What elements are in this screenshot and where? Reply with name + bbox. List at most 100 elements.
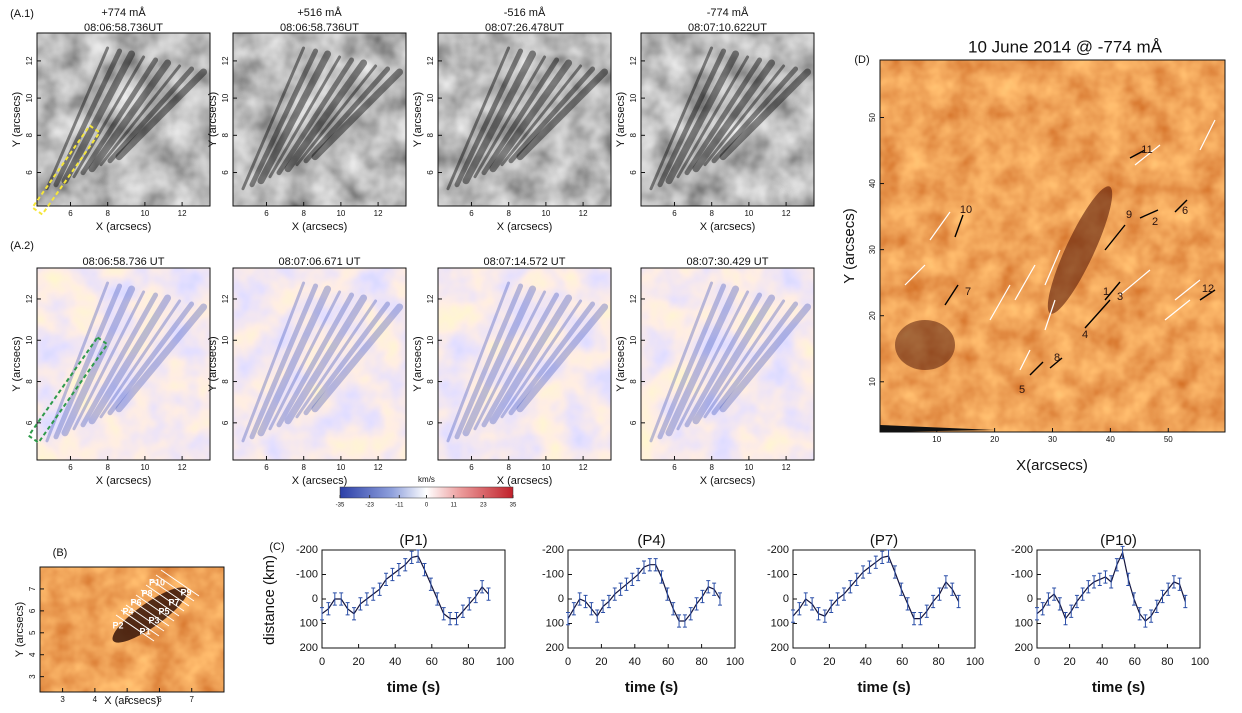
image-gray	[233, 33, 406, 206]
slit-label: P9	[180, 587, 191, 597]
x-tick-label: 8	[709, 463, 714, 472]
streak	[268, 290, 342, 431]
plot-frame	[1036, 549, 1201, 649]
dark-feature	[112, 587, 188, 643]
streak	[99, 64, 182, 167]
y-tick-label: -200	[1011, 544, 1033, 556]
y-tick-label: 6	[221, 170, 230, 175]
streak	[703, 64, 786, 167]
error-bar	[352, 607, 357, 621]
fibril-trace	[1199, 289, 1216, 301]
image-doppler	[37, 268, 210, 460]
slit-label: P3	[148, 615, 159, 625]
error-bar	[886, 549, 891, 563]
error-bar	[659, 570, 664, 584]
error-bar	[390, 567, 395, 582]
colorbar-tick-label: 35	[510, 503, 517, 509]
y-tick-label: 100	[300, 617, 318, 629]
x-tick-label: 12	[178, 463, 187, 472]
fibril-trace	[989, 284, 1011, 321]
slit-label: P10	[149, 577, 165, 587]
y-axis-label: Y (arcsecs)	[615, 336, 627, 391]
streak	[72, 290, 146, 431]
fibril-trace	[944, 284, 959, 306]
x-tick-label: 40	[860, 656, 872, 668]
y-tick-label: 20	[868, 311, 877, 320]
streak	[649, 46, 714, 191]
x-tick-label: 10	[744, 463, 753, 472]
y-axis-label: Y (arcsecs)	[412, 336, 424, 391]
y-tick-label: 200	[1015, 642, 1033, 654]
x-tick-label: 6	[157, 695, 162, 704]
y-tick-label: 6	[426, 170, 435, 175]
error-bar	[688, 607, 693, 621]
x-tick-label: 12	[579, 463, 588, 472]
error-bar	[647, 558, 652, 572]
error-bar	[473, 589, 478, 604]
fibril-trace	[1199, 119, 1216, 151]
error-bar	[384, 572, 389, 587]
error-bar	[577, 592, 582, 606]
error-bar	[797, 602, 802, 616]
x-tick-label: 6	[68, 463, 73, 472]
y-tick-label: -100	[296, 568, 318, 580]
error-bar	[712, 582, 717, 596]
error-bar	[345, 602, 350, 616]
streak	[665, 50, 740, 185]
x-tick-label: 60	[426, 656, 438, 668]
y-tick-label: 40	[868, 179, 877, 188]
fibril-trace	[1104, 281, 1121, 301]
fibril-trace	[1174, 199, 1188, 213]
y-tick-label: 6	[629, 420, 638, 425]
fibril-trace	[1084, 299, 1111, 329]
x-axis-label: X (arcsecs)	[497, 475, 553, 487]
x-axis-label: time (s)	[1092, 679, 1145, 696]
fibril-trace	[1164, 299, 1191, 321]
y-tick-label: 12	[221, 56, 230, 65]
x-tick-label: 12	[782, 209, 791, 218]
error-bar	[1103, 570, 1108, 584]
y-tick-label: 12	[25, 294, 34, 303]
panel-title: 10 June 2014 @ -774 mÅ	[968, 37, 1163, 56]
y-tick-label: 7	[28, 586, 37, 591]
error-bar	[612, 587, 617, 601]
slit	[125, 604, 165, 632]
image-gray	[438, 33, 611, 206]
x-tick-label: 10	[336, 209, 345, 218]
feature-label: 1	[1103, 286, 1109, 298]
colorbar-tick-label: 11	[451, 503, 458, 509]
x-tick-label: 100	[966, 656, 984, 668]
y-tick-label: 10	[629, 93, 638, 102]
streak	[684, 57, 763, 176]
error-bar	[694, 597, 699, 611]
error-bar	[403, 558, 408, 572]
slit-label: P5	[158, 606, 169, 616]
panel-time: 08:06:58.736 UT	[83, 256, 165, 268]
error-bar	[665, 587, 670, 601]
streak	[462, 285, 537, 437]
x-tick-label: 5	[125, 695, 130, 704]
streak	[61, 50, 136, 185]
y-tick-label: 200	[771, 642, 789, 654]
y-tick-label: 3	[28, 674, 37, 679]
streak	[295, 299, 378, 419]
colorbar-tick-label: -23	[365, 503, 374, 509]
feature-label: 10	[960, 204, 972, 216]
y-tick-label: 10	[25, 335, 34, 344]
error-bar	[1040, 602, 1045, 616]
streak	[454, 48, 524, 188]
error-bar	[1137, 607, 1142, 621]
slit-box	[27, 336, 109, 444]
y-axis-label: Y (arcsecs)	[11, 336, 23, 391]
feature-label: 7	[965, 286, 971, 298]
x-tick-label: 10	[140, 463, 149, 472]
streak	[241, 281, 306, 443]
streak	[303, 301, 391, 416]
error-bar	[677, 614, 682, 628]
streak	[880, 425, 995, 432]
image-frame	[437, 32, 612, 207]
streak	[257, 50, 332, 185]
error-bar	[861, 565, 866, 579]
error-bar	[454, 611, 459, 626]
y-tick-label: 30	[868, 245, 877, 254]
